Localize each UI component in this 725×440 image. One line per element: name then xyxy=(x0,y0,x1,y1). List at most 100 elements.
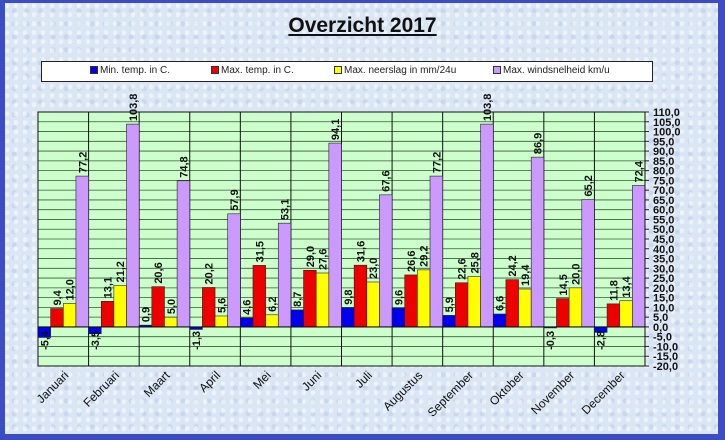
y-tick-label: 25,0 xyxy=(653,273,674,285)
legend-label: Max. temp. in C. xyxy=(221,65,294,76)
data-label: 24,2 xyxy=(507,255,519,276)
bar xyxy=(417,269,431,328)
bar xyxy=(240,317,254,328)
plot-border xyxy=(37,111,646,367)
y-tick-label: 45,0 xyxy=(653,234,674,246)
y-tick-label: 5,0 xyxy=(653,312,668,324)
bar xyxy=(492,313,507,328)
data-label: 31,6 xyxy=(355,241,367,262)
bar xyxy=(632,185,646,328)
data-label: 57,9 xyxy=(229,189,241,210)
data-label: 5,9 xyxy=(444,297,456,312)
data-label: 25,8 xyxy=(469,252,481,273)
y-tick-label: 75,0 xyxy=(653,175,674,187)
y-tick-label: 15,0 xyxy=(653,293,674,305)
bar xyxy=(265,314,279,328)
y-tick-label: 95,0 xyxy=(653,136,674,148)
y-tick-label: 90,0 xyxy=(653,146,674,158)
data-label: 23,0 xyxy=(368,258,380,279)
y-tick-label: -20,0 xyxy=(653,361,678,373)
bar xyxy=(176,180,191,328)
bar xyxy=(606,303,621,328)
data-label: 9,4 xyxy=(52,289,64,305)
data-label: -1,3 xyxy=(191,331,203,350)
data-label: 20,0 xyxy=(570,263,582,284)
data-label: 29,2 xyxy=(419,245,431,266)
y-tick-label: 65,0 xyxy=(653,195,674,207)
bar xyxy=(467,276,481,328)
data-label: 13,4 xyxy=(621,275,633,297)
bar xyxy=(227,213,241,328)
data-label: -2,8 xyxy=(596,331,608,350)
bar xyxy=(315,272,330,328)
bar xyxy=(113,285,127,328)
y-tick-label: 50,0 xyxy=(653,224,674,236)
x-tick-label: September xyxy=(425,368,476,419)
bar xyxy=(277,222,292,328)
bar xyxy=(480,123,494,328)
y-tick-label: 110,0 xyxy=(653,107,680,119)
bar xyxy=(50,308,64,328)
data-label: 20,6 xyxy=(153,262,165,283)
y-tick-label: 35,0 xyxy=(653,254,674,266)
data-label: 65,2 xyxy=(583,175,595,196)
x-tick-label: Augustus xyxy=(380,368,425,413)
bar xyxy=(429,175,443,328)
y-tick-label: 100,0 xyxy=(653,127,681,139)
bar xyxy=(75,175,89,328)
x-tick-label: December xyxy=(579,368,628,417)
data-label: 103,8 xyxy=(128,94,140,122)
data-label: 9,8 xyxy=(343,289,355,304)
legend-label: Min. temp. in C. xyxy=(100,65,171,76)
legend-swatch xyxy=(211,66,219,75)
data-label: 27,6 xyxy=(318,249,330,270)
data-label: 4,6 xyxy=(242,300,254,315)
legend-item-max-temp: Max. temp. in C. xyxy=(211,65,294,76)
data-label: 53,1 xyxy=(280,199,292,220)
data-label: 19,4 xyxy=(520,264,532,286)
y-tick-label: -10,0 xyxy=(653,341,678,353)
data-label: -5,4 xyxy=(39,330,51,350)
x-tick-label: Januari xyxy=(34,368,72,406)
bar xyxy=(328,142,342,328)
y-tick-label: 60,0 xyxy=(653,205,674,217)
data-label: -3,5 xyxy=(90,331,102,350)
bar xyxy=(556,298,570,328)
x-tick-label: November xyxy=(528,368,577,417)
data-label: 86,9 xyxy=(533,133,545,154)
data-label: 74,8 xyxy=(178,156,190,177)
data-label: 12,0 xyxy=(65,279,77,300)
data-label: 26,6 xyxy=(406,251,418,272)
y-tick-label: -5,0 xyxy=(653,332,672,344)
data-label: 11,8 xyxy=(608,280,620,301)
bar xyxy=(202,287,216,328)
data-label: 22,6 xyxy=(457,258,469,279)
legend-item-min-temp: Min. temp. in C. xyxy=(90,65,170,76)
data-label: 31,5 xyxy=(254,241,266,262)
bar xyxy=(303,269,317,328)
y-tick-label: 10,0 xyxy=(653,302,674,314)
bar xyxy=(518,288,532,328)
y-tick-label: 0,0 xyxy=(653,322,668,334)
data-label: 13,1 xyxy=(103,277,115,298)
y-tick-label: 20,0 xyxy=(653,283,674,295)
data-label: 94,1 xyxy=(330,119,342,140)
data-label: 77,2 xyxy=(431,152,443,173)
bar xyxy=(366,281,380,328)
x-tick-label: Juni xyxy=(299,368,324,393)
bar xyxy=(379,194,393,328)
bar xyxy=(341,307,355,328)
data-label: -0,3 xyxy=(545,331,557,350)
y-tick-label: 105,0 xyxy=(653,117,681,129)
y-tick-label: -15,0 xyxy=(653,351,678,363)
bar xyxy=(442,315,456,328)
data-label: 6,2 xyxy=(267,297,279,312)
x-tick-label: Mei xyxy=(250,368,274,392)
data-label: 0,9 xyxy=(140,307,152,322)
bar xyxy=(619,300,633,328)
legend: Min. temp. in C. Max. temp. in C. Max. n… xyxy=(41,61,653,82)
data-label: 103,8 xyxy=(482,94,494,122)
bar xyxy=(581,199,595,328)
bar xyxy=(530,156,545,328)
